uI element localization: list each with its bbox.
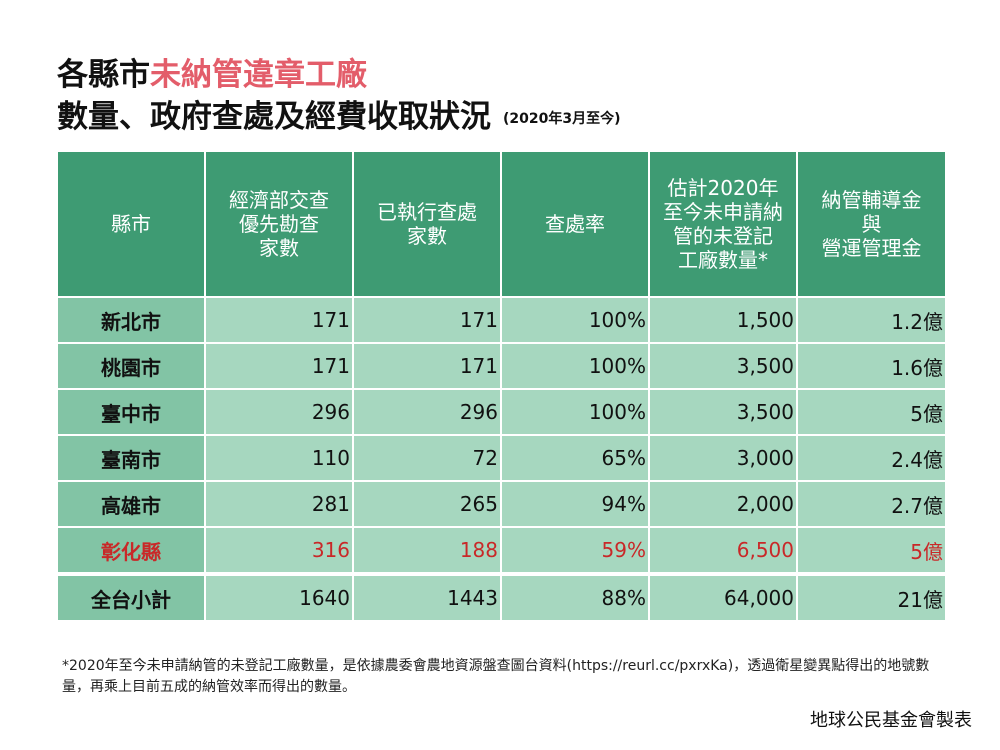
table-cell: 171	[204, 296, 354, 344]
title-accent: 未納管違章工廠	[150, 57, 367, 93]
footnote: *2020年至今未申請納管的未登記工廠數量，是依據農委會農地資源盤查圖台資料(h…	[62, 658, 930, 695]
table-cell: 296	[352, 388, 502, 436]
city-cell: 高雄市	[56, 480, 206, 528]
city-cell: 桃園市	[56, 342, 206, 390]
title-prefix: 各縣市	[57, 57, 150, 93]
city-cell: 臺中市	[56, 388, 206, 436]
credit: 地球公民基金會製表	[810, 710, 972, 731]
title-block: 各縣市未納管違章工廠 數量、政府查處及經費收取狀況 (2020年3月至今)	[57, 56, 621, 140]
city-cell: 臺南市	[56, 434, 206, 482]
table-cell: 2,000	[648, 480, 798, 528]
table-cell: 171	[352, 342, 502, 390]
table-cell: 100%	[500, 296, 650, 344]
table-cell: 110	[204, 434, 354, 482]
table-row-highlighted: 彰化縣 316 188 59% 6,500 5億	[56, 526, 947, 575]
table-cell: 64,000	[648, 572, 798, 622]
header-funds: 納管輔導金與營運管理金	[796, 150, 947, 298]
table-cell: 21億	[796, 572, 947, 622]
table-cell: 72	[352, 434, 502, 482]
table-cell: 171	[204, 342, 354, 390]
table-cell: 2.4億	[796, 434, 947, 482]
table-cell: 3,000	[648, 434, 798, 482]
table-cell: 1640	[204, 572, 354, 622]
title-line-1: 各縣市未納管違章工廠	[57, 56, 621, 94]
title-line-2: 數量、政府查處及經費收取狀況 (2020年3月至今)	[57, 96, 621, 140]
table-cell: 94%	[500, 480, 650, 528]
table-cell: 88%	[500, 572, 650, 622]
table-cell: 296	[204, 388, 354, 436]
table-row: 高雄市 281 265 94% 2,000 2.7億	[56, 480, 947, 528]
table-header-row: 縣市 經濟部交查 優先勘查 家數 已執行查處 家數 查處率 估計2020年 至今未申請納…	[56, 150, 947, 298]
city-cell: 彰化縣	[56, 526, 206, 575]
table-row: 新北市 171 171 100% 1,500 1.2億	[56, 296, 947, 344]
table-cell: 5億	[796, 526, 947, 575]
table-row: 臺南市 110 72 65% 3,000 2.4億	[56, 434, 947, 482]
header-rate: 查處率	[500, 150, 650, 298]
table-cell: 1,500	[648, 296, 798, 344]
factory-table: 縣市 經濟部交查 優先勘查 家數 已執行查處 家數 查處率 估計2020年 至今未申請納…	[56, 150, 947, 622]
title-date-note: (2020年3月至今)	[503, 110, 621, 127]
table-row: 臺中市 296 296 100% 3,500 5億	[56, 388, 947, 436]
table-cell: 59%	[500, 526, 650, 575]
total-label-cell: 全台小計	[56, 572, 206, 622]
header-unregistered: 估計2020年 至今未申請納 管的未登記 工廠數量*	[648, 150, 798, 298]
header-executed-count: 已執行查處 家數	[352, 150, 502, 298]
table-cell: 188	[352, 526, 502, 575]
table-cell: 316	[204, 526, 354, 575]
table-cell: 1443	[352, 572, 502, 622]
city-cell: 新北市	[56, 296, 206, 344]
title-main: 數量、政府查處及經費收取狀況	[57, 99, 491, 135]
table-cell: 5億	[796, 388, 947, 436]
table-cell: 281	[204, 480, 354, 528]
table-cell: 3,500	[648, 342, 798, 390]
header-city: 縣市	[56, 150, 206, 298]
table-cell: 3,500	[648, 388, 798, 436]
table-cell: 1.6億	[796, 342, 947, 390]
header-assigned-count: 經濟部交查 優先勘查 家數	[204, 150, 354, 298]
table-cell: 2.7億	[796, 480, 947, 528]
table-cell: 1.2億	[796, 296, 947, 344]
table-row: 桃園市 171 171 100% 3,500 1.6億	[56, 342, 947, 390]
table-cell: 171	[352, 296, 502, 344]
table-cell: 265	[352, 480, 502, 528]
table-total-row: 全台小計 1640 1443 88% 64,000 21億	[56, 572, 947, 622]
table-cell: 65%	[500, 434, 650, 482]
table-cell: 100%	[500, 342, 650, 390]
table-cell: 6,500	[648, 526, 798, 575]
table-cell: 100%	[500, 388, 650, 436]
